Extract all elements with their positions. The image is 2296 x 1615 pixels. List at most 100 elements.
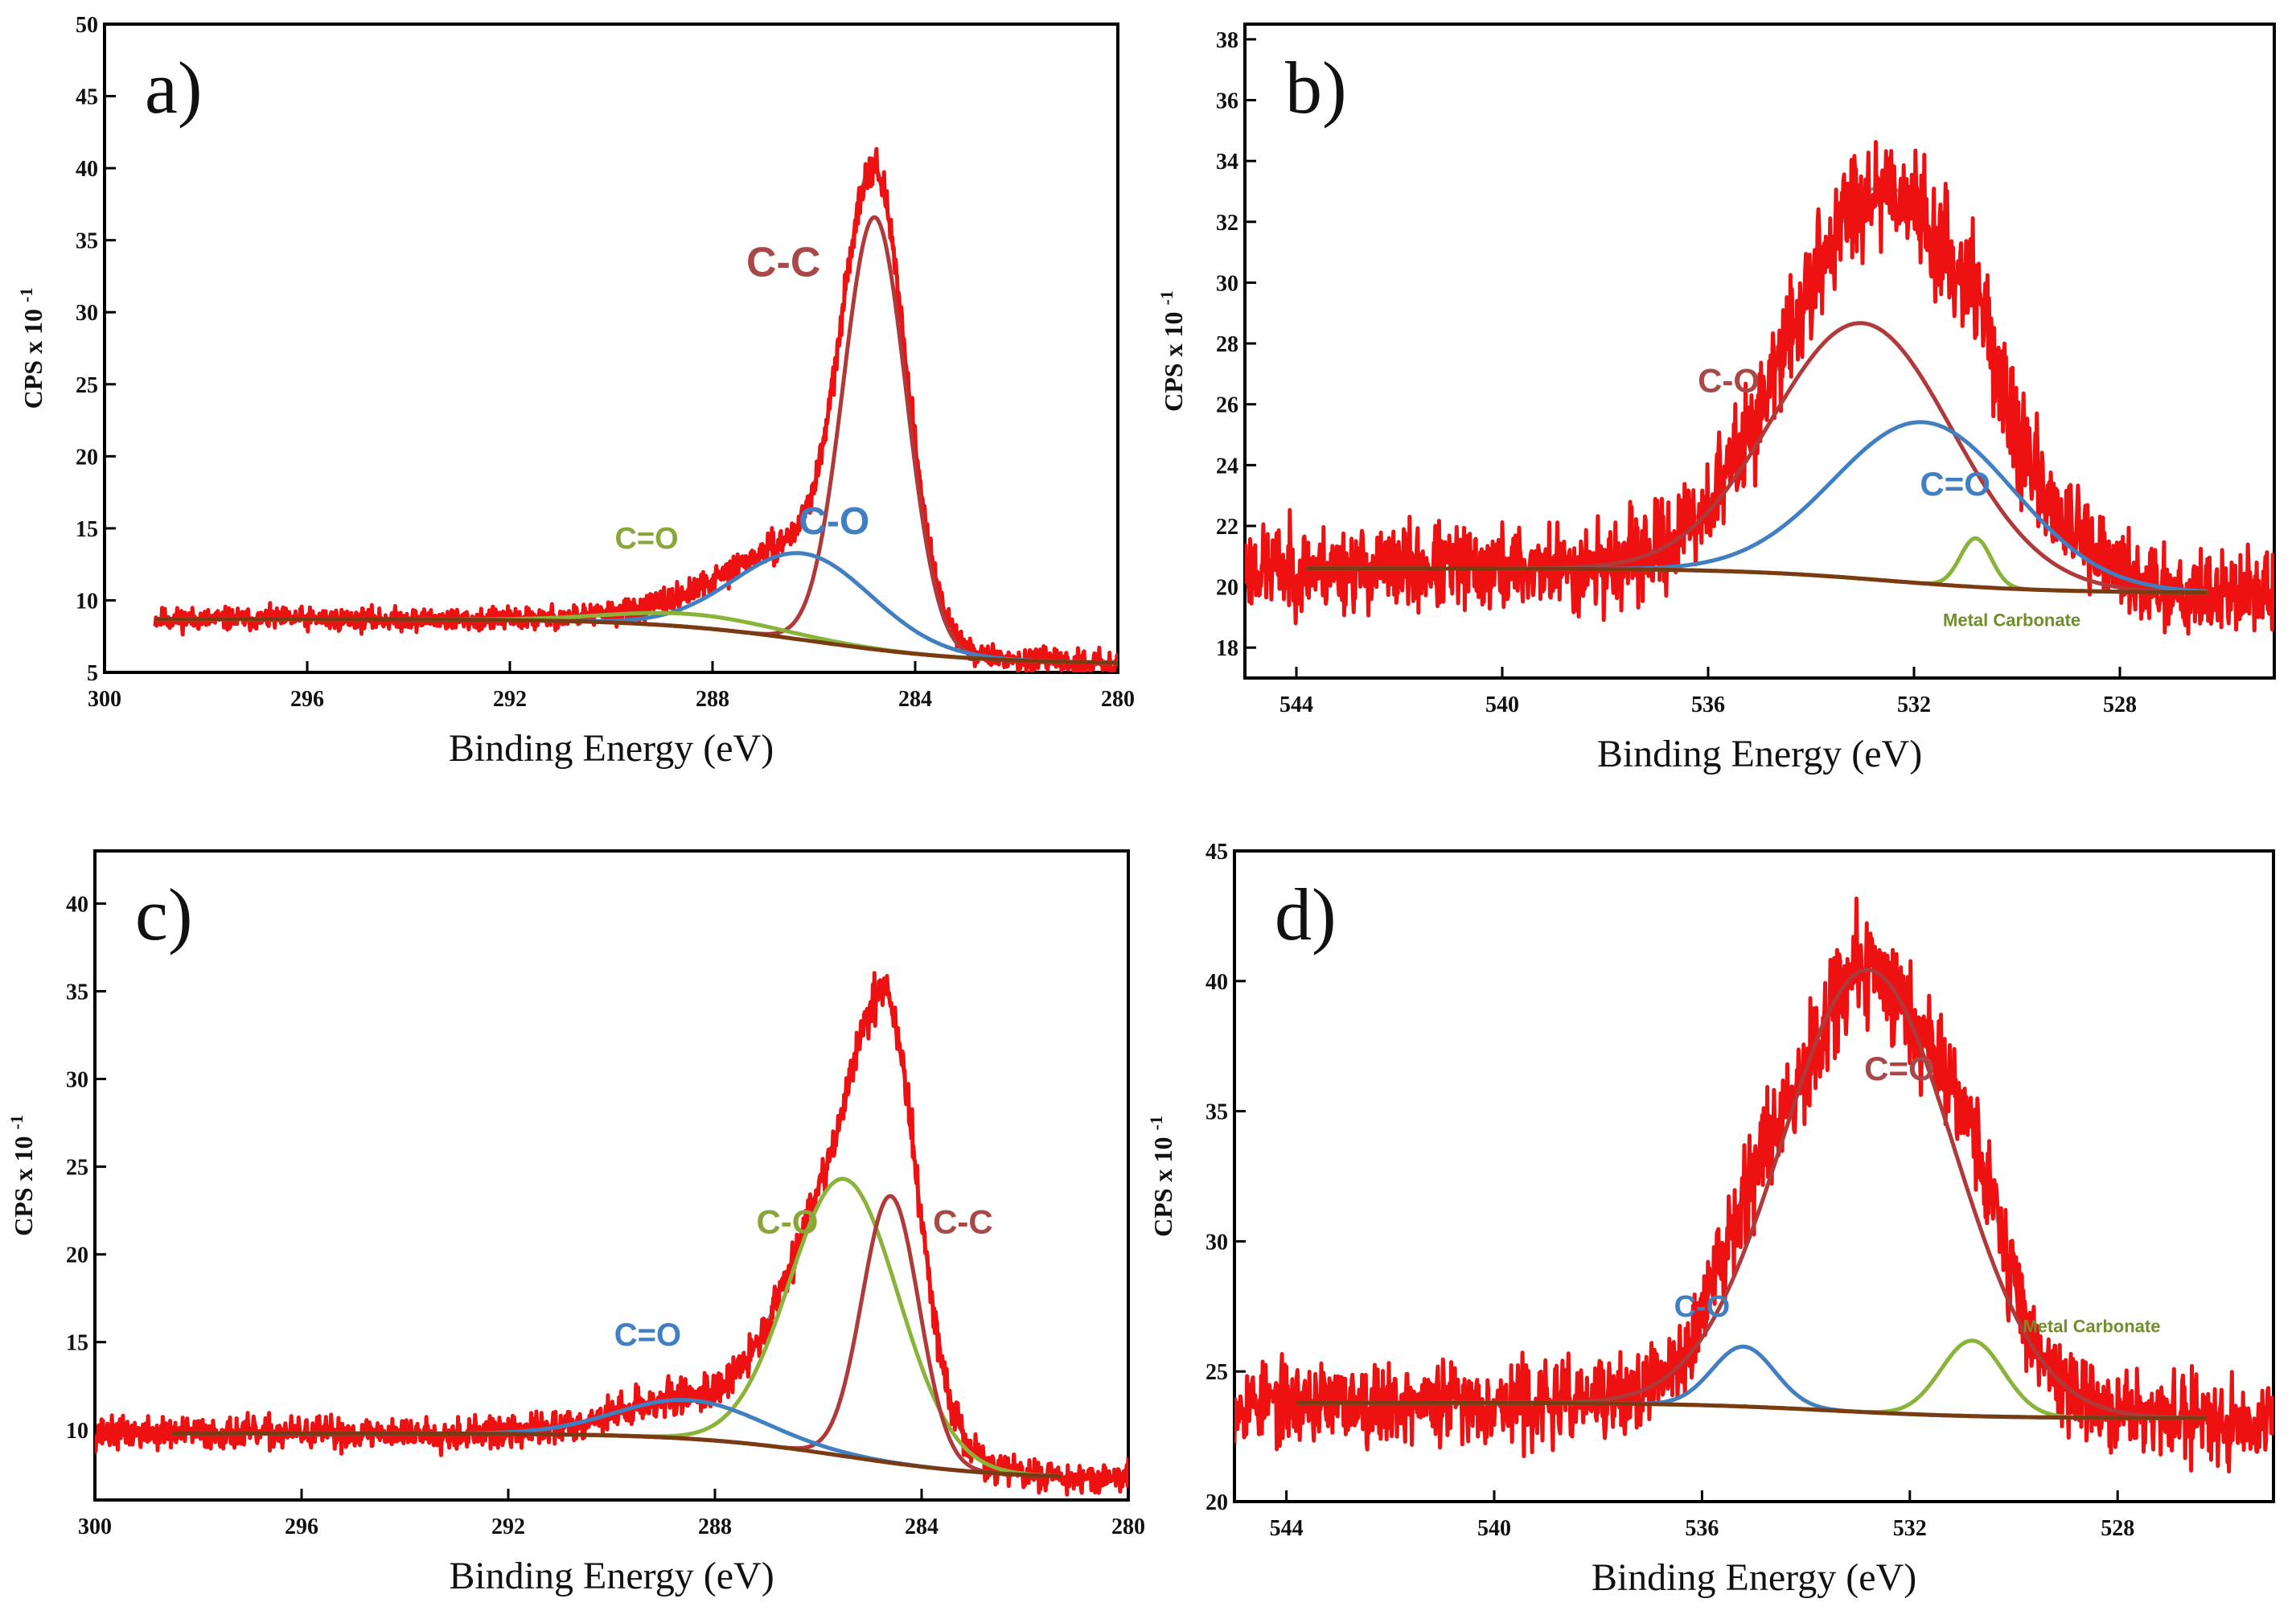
x-tick-label: 296 (290, 687, 324, 712)
y-tick-label: 32 (1216, 211, 1238, 236)
peak-label: C=O (614, 1317, 681, 1353)
fit-envelope (155, 162, 1118, 664)
y-tick-label: 20 (66, 1243, 88, 1268)
x-axis-title: Binding Energy (eV) (449, 1555, 774, 1597)
peak-label: C=O (1864, 1050, 1935, 1087)
panel-letter: c) (135, 873, 192, 955)
y-tick-label: 40 (66, 892, 88, 917)
x-tick-label: 540 (1485, 692, 1519, 717)
y-tick-label: 10 (76, 589, 98, 614)
y-tick-label: 50 (76, 13, 98, 38)
x-tick-label: 280 (1101, 687, 1135, 712)
y-tick-label: 15 (66, 1331, 88, 1356)
peak-label: Metal Carbonate (2023, 1317, 2160, 1337)
x-axis-title: Binding Energy (eV) (1592, 1556, 1916, 1599)
x-tick-label: 300 (78, 1514, 112, 1539)
x-tick-label: 292 (491, 1514, 525, 1539)
y-tick-label: 5 (87, 661, 98, 686)
panel-letter: d) (1275, 873, 1337, 955)
peak-label: C-C (933, 1202, 993, 1240)
x-axis-title: Binding Energy (eV) (1597, 733, 1922, 775)
plot-frame (103, 23, 1119, 674)
y-tick-label: 34 (1216, 150, 1238, 175)
panel-a: 300 296 292 288 284 280 5 10 15 20 25 30 35 40 45 50 Bin… (16, 13, 1135, 770)
y-tick-label: 40 (1206, 970, 1228, 995)
y-axis-title: CPS x 10 -1 (16, 288, 47, 409)
raw-spectrum (1245, 140, 2274, 636)
x-tick-label: 284 (898, 687, 932, 712)
y-tick-label: 35 (1206, 1100, 1228, 1125)
x-tick-label: 284 (905, 1514, 939, 1539)
y-tick-label: 18 (1216, 636, 1238, 661)
y-tick-label: 25 (66, 1156, 88, 1181)
y-axis-exponent: -1 (16, 288, 36, 302)
x-tick-label: 544 (1270, 1516, 1304, 1541)
y-axis-title: CPS x 10 -1 (1146, 1116, 1177, 1237)
x-tick-label: 288 (696, 687, 729, 712)
x-tick-label: 288 (698, 1514, 732, 1539)
y-tick-label: 30 (1216, 271, 1238, 296)
y-tick-label: 25 (1206, 1360, 1228, 1385)
panel-letter: b) (1285, 47, 1347, 129)
y-axis-title: CPS x 10 -1 (1156, 290, 1188, 412)
x-axis-title: Binding Energy (eV) (449, 727, 774, 770)
plot-frame (1233, 849, 2275, 1503)
panel-letter: a) (145, 47, 202, 129)
x-tick-label: 300 (88, 687, 121, 712)
raw-spectrum (153, 146, 1118, 672)
x-tick-label: 536 (1691, 692, 1725, 717)
y-tick-label: 28 (1216, 332, 1238, 357)
background-line (155, 617, 1118, 665)
x-tick-label: 536 (1685, 1516, 1719, 1541)
component-c-c (155, 215, 1118, 665)
y-tick-label: 20 (1206, 1490, 1228, 1515)
y-tick-label: 36 (1216, 89, 1238, 114)
x-tick-label: 528 (2103, 692, 2137, 717)
y-axis-exponent: -1 (1146, 1116, 1166, 1130)
x-tick-label: 528 (2101, 1516, 2134, 1541)
y-axis-exponent: -1 (6, 1115, 27, 1129)
x-tick-label: 280 (1111, 1514, 1145, 1539)
y-tick-label: 20 (76, 445, 98, 470)
peak-label: C=O (1920, 465, 1990, 503)
y-tick-label: 35 (76, 229, 98, 254)
y-tick-label: 20 (1216, 576, 1238, 601)
y-tick-label: 10 (66, 1419, 88, 1444)
peak-label: C=O (614, 522, 678, 556)
panel-d: 544 540 536 532 528 20 25 30 35 40 45 Binding Energ… (1146, 840, 2275, 1599)
background-line (172, 1431, 1062, 1479)
y-tick-label: 30 (76, 301, 98, 326)
peak-label: C-O (1698, 362, 1760, 400)
panel-c: 300 296 292 288 284 280 10 15 20 25 30 35 40 Binding … (6, 849, 1145, 1597)
plot-frame (93, 849, 1130, 1502)
background-line (1296, 1400, 2206, 1420)
x-tick-label: 532 (1897, 692, 1931, 717)
y-tick-label: 15 (76, 517, 98, 542)
peak-label: C-O (756, 1202, 818, 1240)
peak-label: C-O (1674, 1290, 1731, 1324)
y-tick-label: 38 (1216, 28, 1238, 53)
raw-spectrum (1234, 896, 2273, 1474)
plot-frame (1243, 23, 2276, 680)
peak-label: Metal Carbonate (1943, 610, 2080, 631)
y-tick-label: 35 (66, 980, 88, 1005)
panel-b: 544 540 536 532 528 18 20 22 24 26 28 30 32 34 36 38 Bin… (1156, 23, 2276, 775)
y-tick-label: 40 (76, 157, 98, 182)
y-axis-title: CPS x 10 -1 (6, 1115, 38, 1236)
peak-label: C-C (746, 239, 820, 286)
y-tick-label: 30 (1206, 1230, 1228, 1255)
background-line (1306, 566, 2208, 595)
y-tick-label: 45 (1206, 840, 1228, 865)
y-tick-label: 24 (1216, 454, 1238, 479)
y-tick-label: 22 (1216, 515, 1238, 540)
x-tick-label: 544 (1279, 692, 1313, 717)
y-tick-label: 25 (76, 373, 98, 398)
x-tick-label: 292 (493, 687, 527, 712)
y-axis-exponent: -1 (1156, 290, 1177, 305)
peak-label: C-O (799, 500, 869, 543)
y-tick-label: 30 (66, 1068, 88, 1093)
y-tick-label: 45 (76, 85, 98, 110)
x-tick-label: 532 (1893, 1516, 1927, 1541)
x-tick-label: 540 (1477, 1516, 1511, 1541)
